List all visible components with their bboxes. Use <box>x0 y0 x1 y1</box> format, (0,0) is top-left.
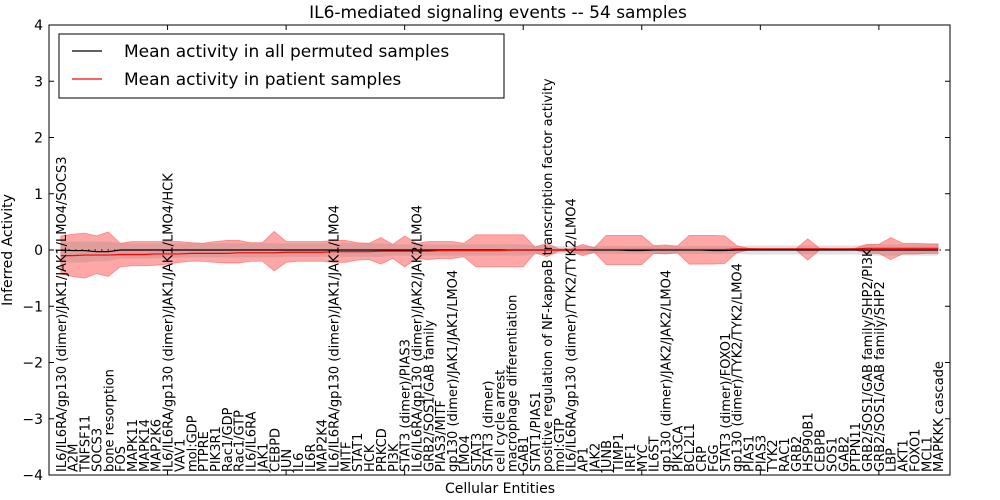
bands <box>60 230 939 279</box>
x-tick-label: VAV1 <box>173 439 188 472</box>
x-tick-label: GAB2 <box>837 436 852 472</box>
x-tick-labels: IL6/IL6RA/gp130 (dimer)/JAK1/JAK1/LMO4/S… <box>55 78 947 473</box>
x-tick-label: HCK <box>363 444 378 472</box>
patient-mean-line <box>60 247 939 257</box>
x-tick-label: IL6/IL6RA/gp130 (dimer)/JAK1/JAK1/LMO4/S… <box>55 157 70 472</box>
x-tick-label: RAC1 <box>778 437 793 472</box>
x-tick-label: GRB2/SOS1/GAB family/SHP2 <box>873 281 888 472</box>
x-tick-label: Rac1/GDP <box>221 407 236 472</box>
x-tick-label: STAT3 (dimer) <box>482 381 497 472</box>
x-tick-label: A2M <box>67 444 82 472</box>
x-tick-label: PIAS3/MITF <box>434 400 449 472</box>
x-tick-label: PI3K <box>387 443 402 472</box>
x-tick-label: JAK1 <box>256 443 271 473</box>
y-tick-label: 4 <box>34 18 43 34</box>
x-tick-label: CRP <box>695 446 710 472</box>
plot-frame <box>48 24 951 476</box>
x-tick-label: GRB2/SOS1/GAB family/SHP2/PI3K <box>861 248 876 472</box>
x-tick-label: PTPN11 <box>849 422 864 472</box>
y-tick-label: 0 <box>34 243 43 259</box>
x-tick-label: GRB2 <box>790 436 805 472</box>
y-tick-label: −4 <box>22 468 43 484</box>
x-tick-label: GRB2/SOS1/GAB family <box>422 319 437 472</box>
y-tick-label: 2 <box>34 131 43 147</box>
x-tick-label: LMO4 <box>458 435 473 472</box>
x-tick-label: MAP2K6 <box>150 419 165 472</box>
legend-permuted-label: Mean activity in all permuted samples <box>124 42 449 62</box>
x-tick-label: MAP2K4 <box>316 419 331 472</box>
x-tick-label: bone resorption <box>102 369 117 472</box>
x-tick-label: STAT3 (dimer)/FOXO1 <box>719 333 734 472</box>
x-tick-label: PIK3R1 <box>209 426 224 472</box>
x-tick-label: JUNB <box>600 440 615 473</box>
x-tick-label: PRKCD <box>375 428 390 472</box>
x-tick-label: JUN <box>280 449 295 473</box>
x-tick-label: mol:GDP <box>185 415 200 472</box>
x-tick-label: TIMP1 <box>612 433 627 473</box>
x-tick-label: BCL2L1 <box>683 423 698 472</box>
y-tick-label: −3 <box>22 412 43 428</box>
x-tick-label: SOCS3 <box>90 428 105 472</box>
x-tick-label: HSP90B1 <box>802 412 817 472</box>
x-tick-label: IL6/IL6RA/gp130 (dimer)/JAK1/JAK1/LMO4/H… <box>162 173 177 472</box>
x-tick-label: cell cycle arrest <box>494 370 509 472</box>
x-tick-label: IRF1 <box>624 443 639 472</box>
x-tick-label: macrophage differentiation <box>505 295 520 472</box>
y-tick-label: −1 <box>22 299 43 315</box>
x-tick-label: PIK3CA <box>671 425 686 472</box>
x-tick-label: IL6ST <box>648 436 663 472</box>
x-tick-label: MAPK14 <box>138 419 153 472</box>
x-tick-label: LBP <box>885 448 900 472</box>
x-tick-label: gp130 (dimer)/TYK2/TYK2/LMO4 <box>731 263 746 472</box>
y-tick-label: −2 <box>22 356 43 372</box>
y-axis-label: Inferred Activity <box>0 194 16 306</box>
x-tick-label: MAPK11 <box>126 419 141 472</box>
x-tick-label: STAT3 <box>470 433 485 472</box>
x-tick-label: gp130 (dimer)/JAK1/JAK1/LMO4 <box>446 270 461 472</box>
x-tick-label: IL6/IL6RA <box>245 411 260 472</box>
x-tick-label: PIAS3 <box>754 435 769 472</box>
legend-patient-label: Mean activity in patient samples <box>124 70 401 90</box>
x-tick-label: GAB1 <box>517 436 532 472</box>
x-tick-label: FOS <box>114 446 129 472</box>
x-tick-label: CEBPD <box>268 428 283 472</box>
x-tick-label: CEBPB <box>814 429 829 472</box>
x-tick-label: FGG <box>707 444 722 472</box>
x-tick-label: IL6/IL6RA/gp130 (dimer)/JAK2/JAK2/LMO4 <box>411 205 426 472</box>
x-tick-label: Rac1/GTP <box>233 410 248 472</box>
x-tick-label: IL6 <box>292 453 307 472</box>
x-tick-label: PTPRE <box>197 431 212 472</box>
x-tick-label: MAPKKK cascade <box>932 361 947 472</box>
y-tick-label: 1 <box>34 187 43 203</box>
x-tick-label: JAK2 <box>588 443 603 473</box>
x-tick-label: TNFSF11 <box>79 415 94 473</box>
x-tick-label: FOXO1 <box>908 429 923 472</box>
x-axis-label: Cellular Entities <box>445 481 555 497</box>
x-tick-label: MCL1 <box>920 436 935 472</box>
x-tick-label: STAT3 (dimer)/PIAS3 <box>399 339 414 472</box>
x-tick-label: IL6/IL6RA/gp130 (dimer)/TYK2/TYK2/LMO4 <box>565 198 580 472</box>
x-tick-label: TYK2 <box>766 439 781 473</box>
x-tick-label: mol:GTP <box>553 418 568 472</box>
x-tick-label: MITF <box>339 442 354 472</box>
x-tick-label: STAT1 <box>351 433 366 472</box>
x-tick-label: positive regulation of NF-kappaB transcr… <box>541 78 556 472</box>
x-tick-label: SOS1 <box>825 437 840 472</box>
y-tick-label: 3 <box>34 74 43 90</box>
x-tick-label: IL6R <box>304 444 319 472</box>
x-tick-label: IL6/IL6RA/gp130 (dimer)/JAK1/JAK1/LMO4 <box>328 205 343 472</box>
legend-box <box>58 33 505 99</box>
lines <box>49 247 950 257</box>
permuted-band <box>60 241 939 263</box>
x-tick-label: MYC <box>636 444 651 472</box>
chart-title: IL6-mediated signaling events -- 54 samp… <box>309 3 687 23</box>
x-tick-label: AKT1 <box>897 439 912 472</box>
legend: Mean activity in all permuted samples Me… <box>58 33 505 99</box>
patient-band <box>60 230 939 279</box>
x-tick-label: gp130 (dimer)/JAK2/JAK2/LMO4 <box>659 270 674 472</box>
x-tick-label: AP1 <box>576 447 591 472</box>
x-tick-label: STAT1/PIAS1 <box>529 391 544 472</box>
x-tick-label: PIAS1 <box>742 435 757 472</box>
